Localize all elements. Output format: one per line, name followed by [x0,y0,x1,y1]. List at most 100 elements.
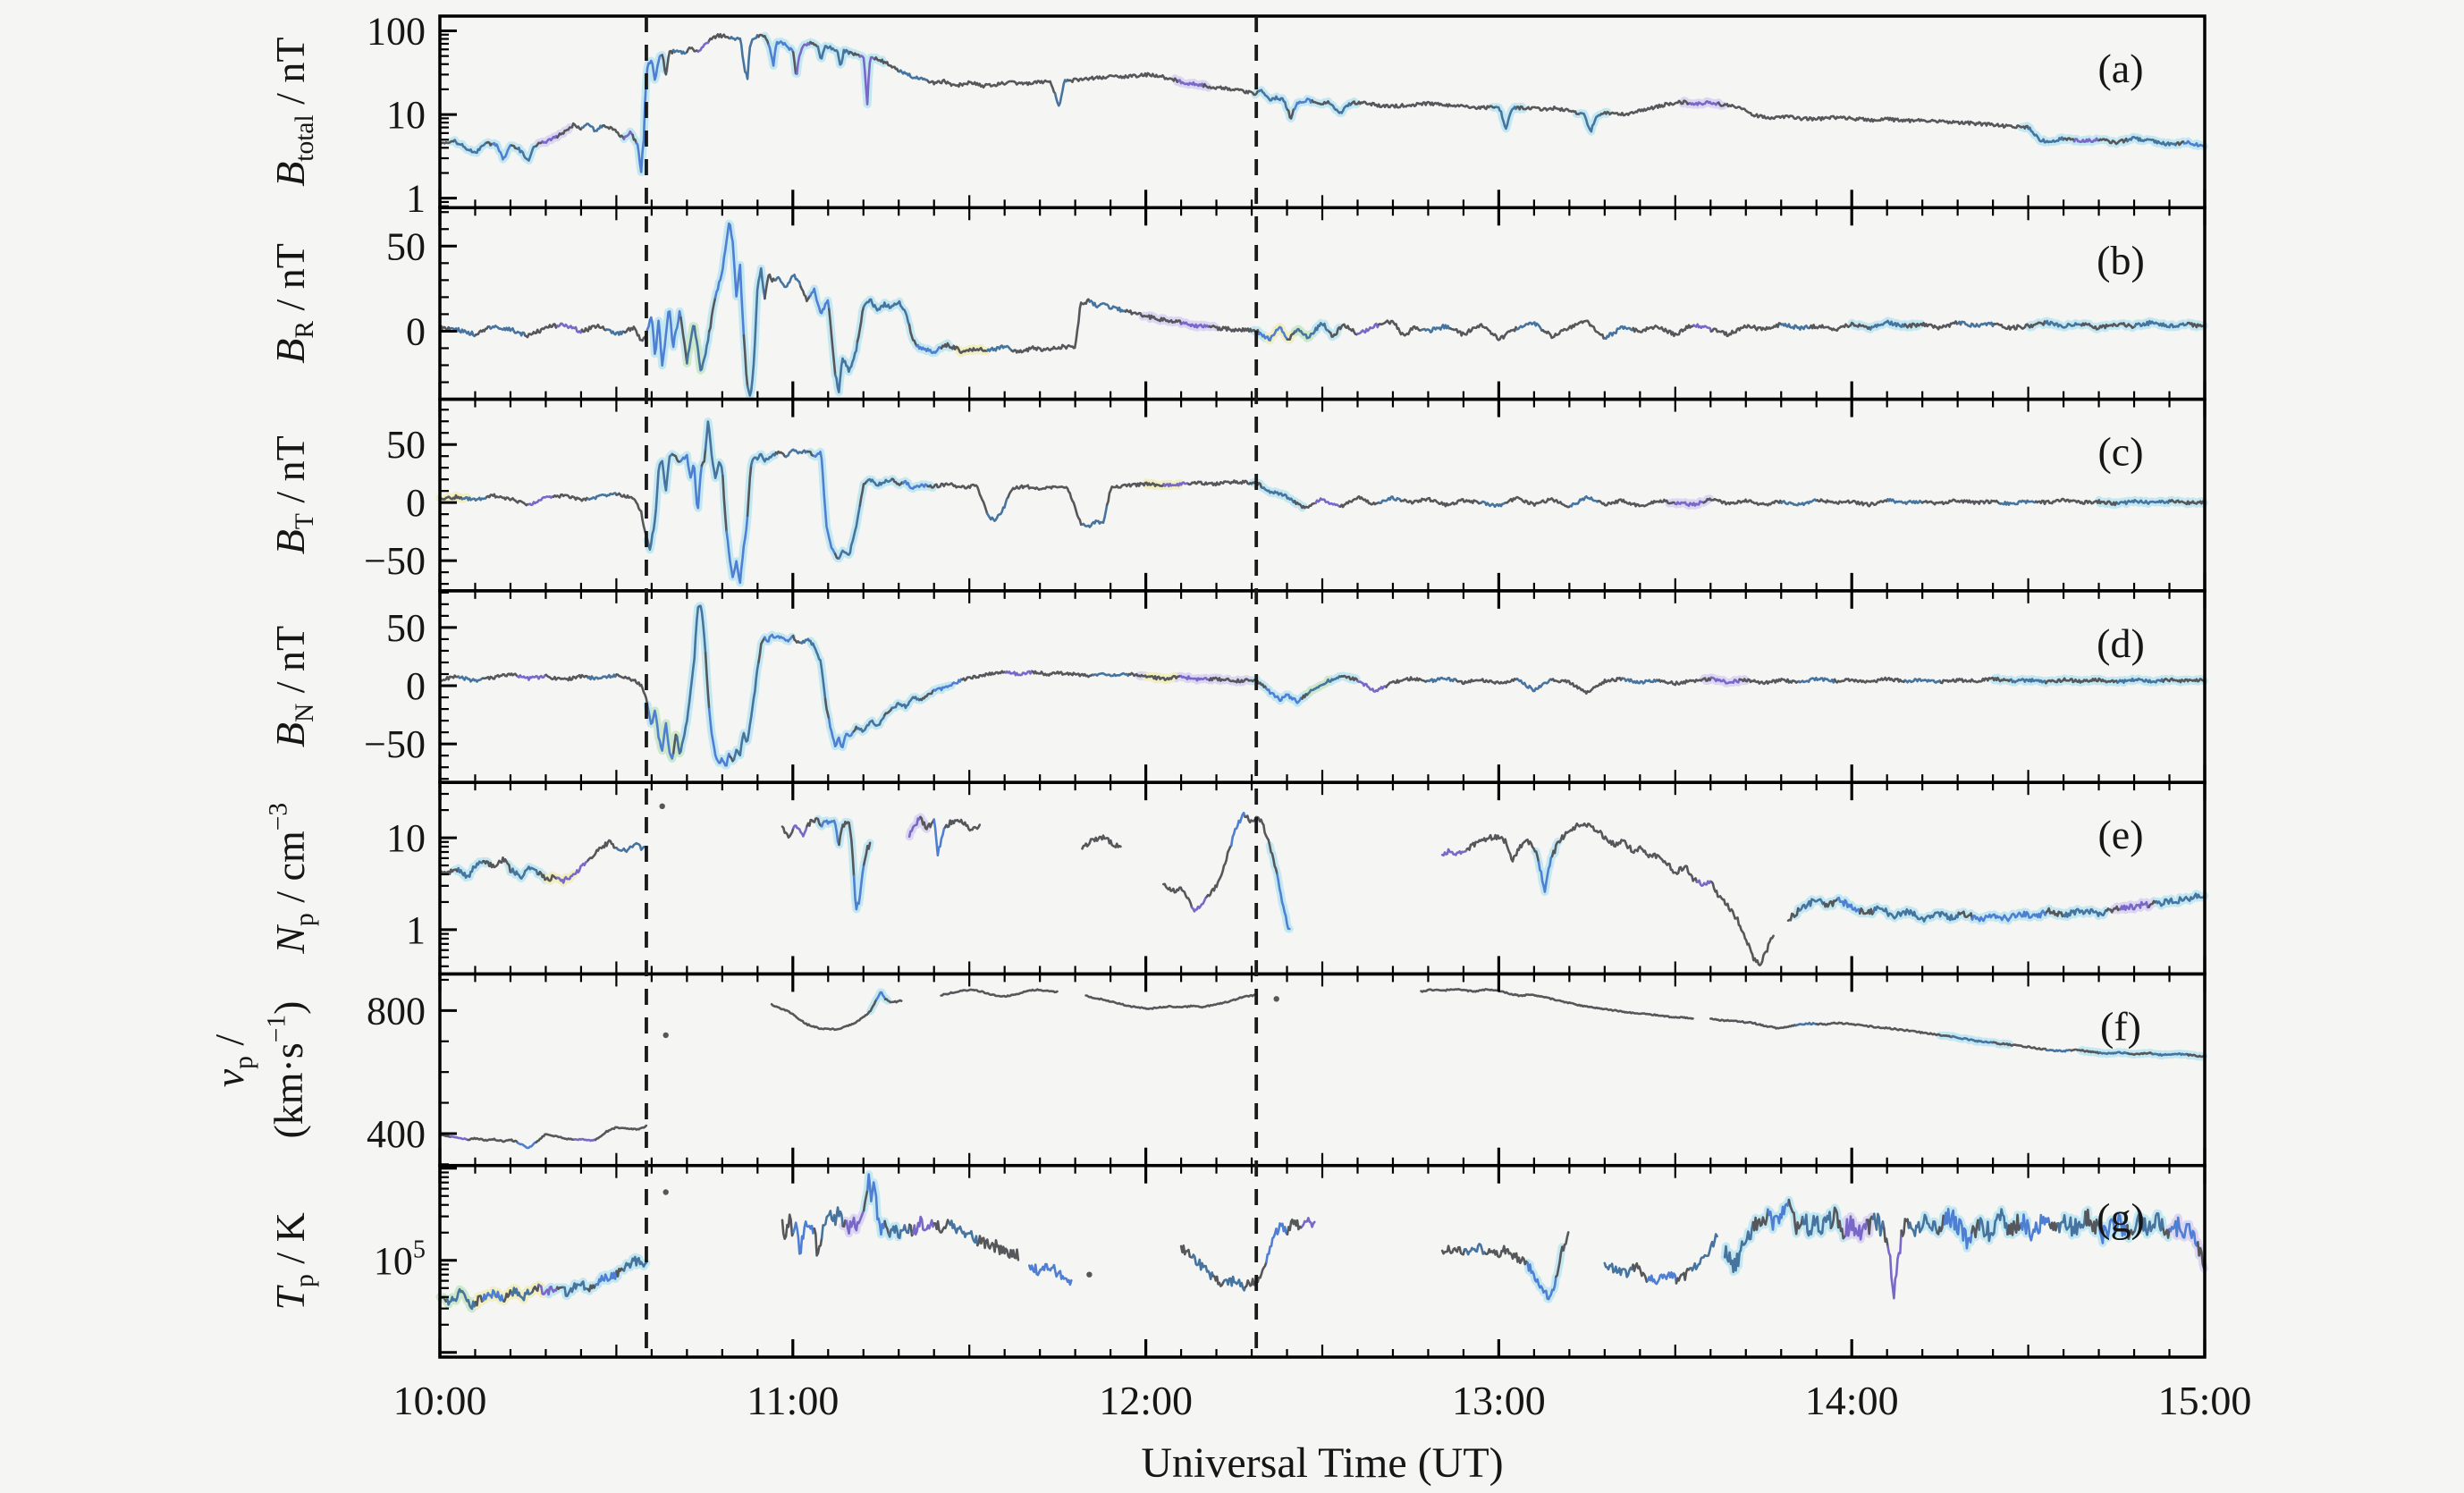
panel-label-d: (d) [2097,620,2145,666]
data-line-b1 [1622,677,1659,685]
data-line-b1 [2027,126,2066,144]
data-line-gray [2048,1221,2059,1232]
y-tick-label: 50 [386,224,426,268]
data-line-b2 [764,633,795,643]
data-line-gray [2045,907,2065,918]
data-line-b2 [679,453,704,510]
data-line-gray [1632,1261,1650,1283]
data-line-gray [1449,323,1519,342]
data-line-gray [809,40,820,48]
data-line-p [516,673,548,681]
data-line-b1 [1579,112,1603,133]
data-line-gray [908,1223,915,1237]
data-line-p [1695,879,1713,887]
data-point [662,1189,669,1195]
data-line-b1 [2126,135,2179,147]
data-line-gray [781,1213,795,1240]
data-line-gray [615,1267,626,1278]
data-line-gray [661,48,675,76]
data-line-b2 [1230,812,1246,847]
data-line-gray [2045,677,2119,685]
data-line-b1 [510,1286,534,1302]
data-line-gray [907,324,918,348]
data-line-gray [1162,882,1194,909]
data-line-b1 [1780,323,1811,331]
data-line-b2 [1028,1262,1073,1286]
data-line-gray [1939,676,2013,685]
data-line-gray [1709,322,1783,338]
data-line-p [1844,1215,1869,1241]
data-line-gray [438,674,460,682]
data-line-b1 [450,326,477,338]
data-line-b1 [453,139,488,155]
data-line-b2 [516,1141,538,1150]
data-line-b1 [856,713,886,733]
data-line-gray [2162,677,2206,684]
data-line-b1 [1869,319,1907,331]
data-line-b2 [932,678,964,692]
y-tick-label: 0 [406,309,426,353]
data-line-gray [679,316,688,365]
data-line-b1 [1780,498,1818,507]
data-line-gray [474,1295,485,1307]
data-line-gray [1920,498,2002,506]
data-line-gray [586,839,618,862]
data-line-b1 [820,1206,844,1239]
data-line-b2 [809,287,831,315]
data-line-gray [1993,320,2047,331]
panel-d: 50 0 −50 BN / nT (d) [267,589,2208,784]
data-line-gray [2126,1224,2137,1240]
data-line-gray [919,815,935,831]
x-tick-label: 11:00 [747,1378,839,1423]
data-line-gray [873,56,901,73]
data-line-gray [1675,1267,1692,1285]
data-line-b1 [1495,105,1519,131]
data-line-b1 [586,673,618,681]
data-line-gray [1957,910,1974,921]
data-line-gray [764,273,778,300]
y-axis-label-g: Tp / K [267,1212,319,1310]
data-line-gray [2186,1052,2207,1059]
data-line-p [845,1209,865,1235]
data-line-gray [1970,1219,1980,1239]
data-line-gray [848,50,862,58]
data-line-gray [2105,905,2122,914]
data-line-b1 [1427,676,1458,684]
data-line-gray [1339,674,1359,683]
data-line-gray [932,1219,950,1234]
x-tick-label: 15:00 [2158,1378,2252,1423]
data-line-p [1004,670,1034,677]
data-line-p [1177,79,1205,89]
data-line-gray [926,482,989,515]
data-line-b1 [1872,905,1961,923]
data-line-gray [1936,1214,1946,1236]
data-line-gray [721,475,728,533]
data-line-gray [742,333,749,388]
data-line-gray [1829,1206,1847,1240]
y-tick-label: 10 [386,93,426,137]
data-line-p [792,824,808,838]
data-line-gray [976,1235,1020,1261]
data-line-b1 [1723,1220,1755,1274]
data-line-b2 [932,818,947,857]
data-line-b1 [516,145,538,162]
data-line-gray [746,464,753,518]
data-line-gray [535,1133,576,1144]
data-line-gray [1010,298,1092,354]
data-line-gray [1833,676,1907,684]
data-line-gray [1632,324,1695,338]
data-line-b2 [852,864,865,911]
data-line-b1 [2063,907,2108,918]
data-point [1086,1271,1093,1278]
data-line-gray [1067,72,1180,83]
data-line-b2 [1836,896,1861,915]
data-line-p [527,495,555,507]
data-line-gray [862,841,872,866]
data-line-b1 [615,841,648,854]
data-line-b2 [875,991,887,1000]
data-line-b1 [1515,677,1553,693]
data-line-b1 [1257,89,1289,111]
data-line-b1 [605,328,626,336]
data-line-p [537,1283,559,1296]
data-line-gray [1540,319,1607,340]
